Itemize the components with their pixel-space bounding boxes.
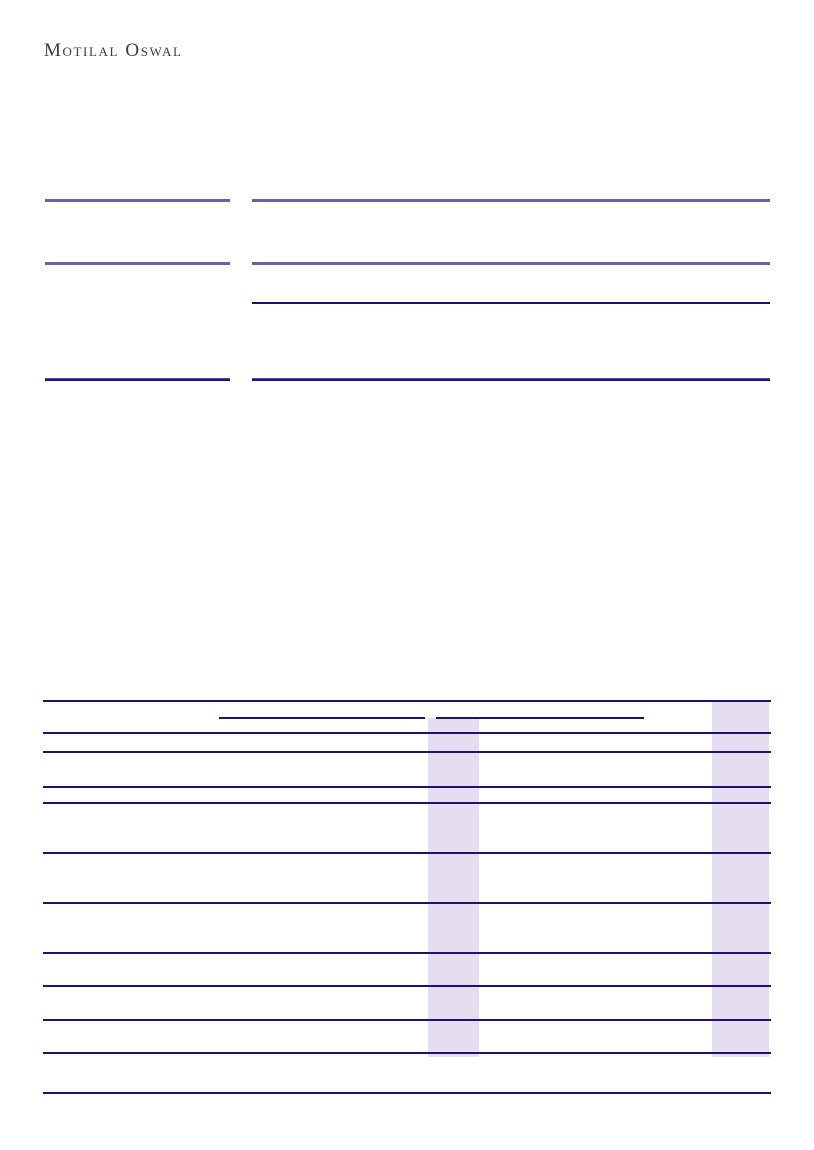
table-header-underline-left (219, 717, 425, 719)
summary-left-rule-middle (45, 262, 230, 265)
table-rule-11 (43, 1052, 771, 1054)
table-rule-6 (43, 852, 771, 854)
motilal-oswal-logo: Motilal Oswal (44, 40, 183, 61)
table-rule-7 (43, 902, 771, 904)
table-rule-5 (43, 802, 771, 804)
summary-right-rule-thin (252, 302, 770, 304)
table-highlight-band-right (712, 701, 769, 1057)
table-rule-3 (43, 751, 771, 753)
table-rule-1 (43, 700, 771, 702)
table-rule-4 (43, 786, 771, 788)
summary-right-rule-top (252, 199, 770, 202)
summary-right-rule-bottom (252, 378, 770, 381)
table-header-underline-right (436, 717, 644, 719)
summary-left-rule-top (45, 199, 230, 202)
summary-right-rule-middle (252, 262, 770, 265)
summary-left-rule-bottom (45, 378, 230, 381)
table-rule-10 (43, 1019, 771, 1021)
table-highlight-band-left (428, 718, 479, 1057)
page-footer-rule (43, 1092, 771, 1094)
table-rule-8 (43, 952, 771, 954)
table-rule-9 (43, 985, 771, 987)
table-rule-2 (43, 732, 771, 734)
